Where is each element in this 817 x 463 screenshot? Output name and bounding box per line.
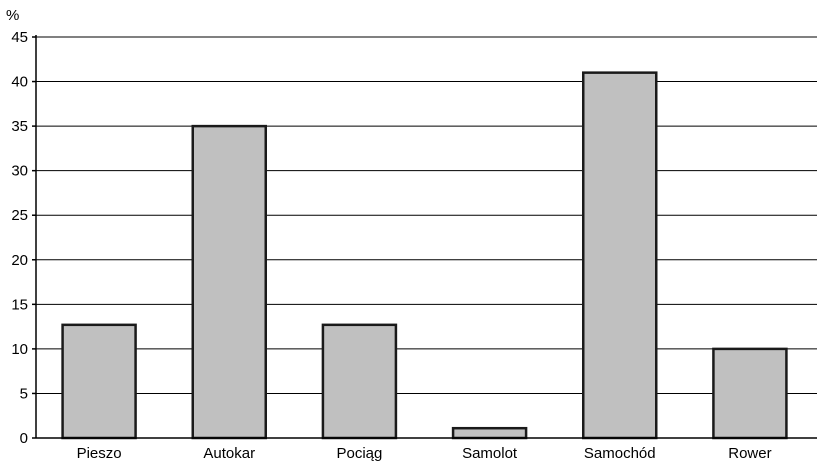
x-category-label: Pociąg [336, 445, 382, 462]
y-tick-label: 45 [11, 29, 28, 46]
bar-pieszo [61, 323, 137, 440]
x-category-label: Pieszo [77, 445, 122, 462]
gridlines [36, 36, 817, 394]
y-tick-label: 20 [11, 252, 28, 269]
bar-autokar [191, 124, 267, 440]
bar-samolot [451, 426, 528, 440]
x-axis-labels: Pieszo Autokar Pociąg Samolot Samochód Rower [77, 445, 772, 462]
x-category-label: Rower [728, 445, 771, 462]
y-tick-label: 15 [11, 296, 28, 313]
y-tick-label: 5 [20, 385, 28, 402]
x-category-label: Samolot [462, 445, 518, 462]
y-tick-label: 35 [11, 118, 28, 135]
y-tick-label: 10 [11, 341, 28, 358]
y-tick-label: 25 [11, 207, 28, 224]
bars [61, 71, 788, 440]
y-axis-ticks: 0 5 10 15 20 25 30 35 40 45 [11, 29, 36, 447]
x-category-label: Samochód [584, 445, 656, 462]
y-tick-label: 0 [20, 430, 28, 447]
bar-pociąg [321, 323, 398, 440]
bar-rower [712, 347, 788, 440]
x-category-label: Autokar [203, 445, 255, 462]
y-tick-label: 30 [11, 163, 28, 180]
y-tick-label: 40 [11, 74, 28, 91]
y-axis-unit-label: % [6, 7, 19, 24]
bar-samochód [582, 71, 658, 440]
